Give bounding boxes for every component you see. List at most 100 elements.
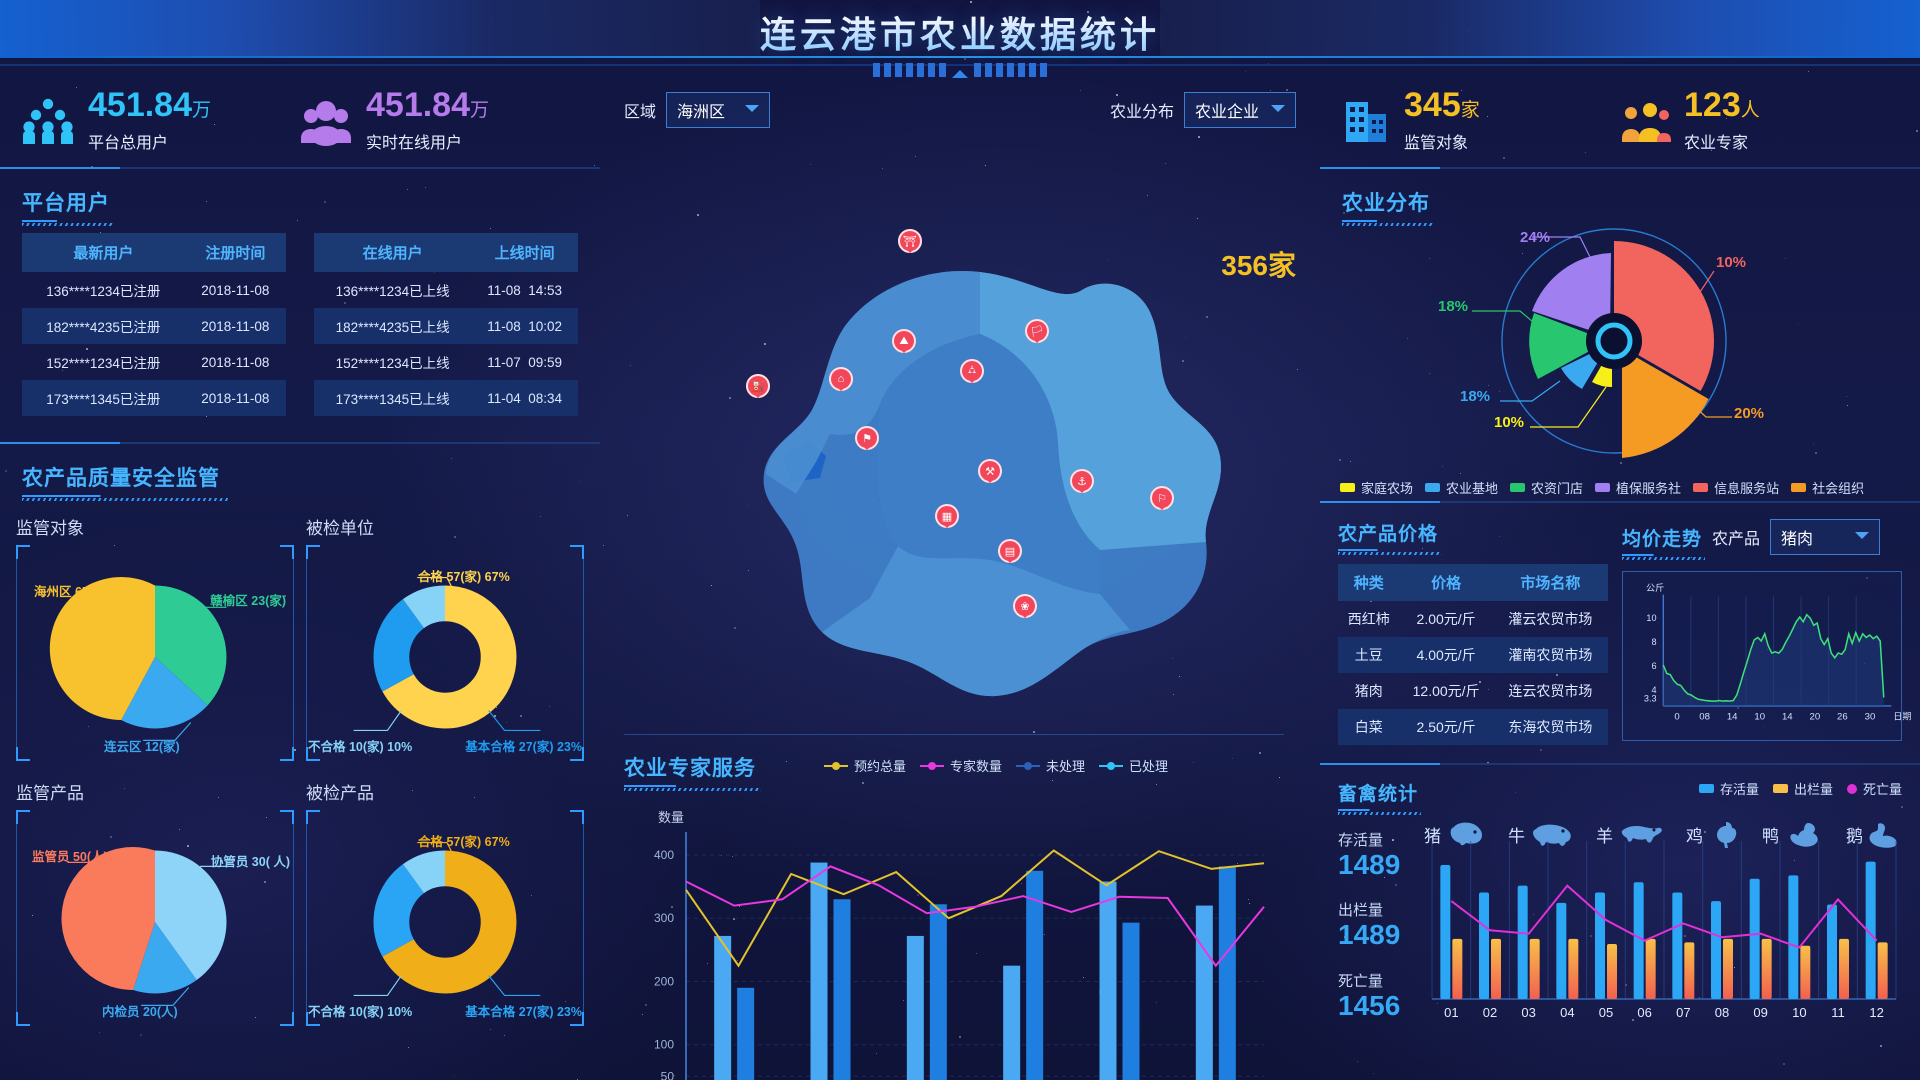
legend-item-alive[interactable]: 存活量: [1699, 779, 1759, 798]
donut-inspected-units[interactable]: 合格 57(家) 67% 不合格 10(家) 10% 基本合格 27(家) 23…: [306, 545, 584, 761]
legend-item-family-farm[interactable]: 家庭农场: [1340, 478, 1413, 497]
chart-cell-inspected-units: 被检单位 合格 57(家) 67%: [306, 514, 584, 761]
online-users-icon: [300, 98, 352, 144]
svg-text:08: 08: [1715, 1005, 1729, 1020]
legend-item-processed[interactable]: 已处理: [1099, 756, 1168, 775]
legend-item-slaughter[interactable]: 出栏量: [1773, 779, 1833, 798]
map-pin[interactable]: ▦: [935, 504, 959, 534]
expert-service-legend: 预约总量 专家数量 未处理 已处理: [824, 756, 1168, 775]
kpi-total-users-value: 451.84万: [88, 88, 211, 122]
chevron-down-icon: [745, 105, 759, 119]
map-pin[interactable]: ▤: [998, 539, 1022, 569]
table-row[interactable]: 猪肉 12.00元/斤 连云农贸市场: [1338, 673, 1608, 709]
legend-item-pending[interactable]: 未处理: [1016, 756, 1085, 775]
table-row[interactable]: 白菜 2.50元/斤 东海农贸市场: [1338, 709, 1608, 745]
legend-item-experts[interactable]: 专家数量: [920, 756, 1002, 775]
table-row[interactable]: 182****4235已上线 11-08 10:02: [314, 308, 578, 344]
legend-item-agri-store[interactable]: 农资门店: [1510, 478, 1583, 497]
kpi-total-users-label: 平台总用户: [88, 129, 211, 153]
legend-line-icon: [1016, 760, 1040, 772]
table-row[interactable]: 173****1345已注册 2018-11-08: [22, 380, 286, 416]
building-icon: [1342, 98, 1390, 144]
legend-line-icon: [920, 760, 944, 772]
table-row[interactable]: 136****1234已上线 11-08 14:53: [314, 272, 578, 308]
svg-text:06: 06: [1637, 1005, 1651, 1020]
table-row[interactable]: 182****4235已注册 2018-11-08: [22, 308, 286, 344]
cell-user: 136****1234已上线: [314, 272, 471, 308]
map-pin[interactable]: ⚑: [855, 426, 879, 456]
kpi-experts-value: 123人: [1684, 88, 1760, 122]
legend-item-death[interactable]: 死亡量: [1847, 779, 1902, 798]
new-users-table: 最新用户 注册时间 136****1234已注册 2018-11-08 182**…: [22, 233, 286, 416]
map-pin[interactable]: ⌂: [829, 367, 853, 397]
table-row[interactable]: 173****1345已上线 11-04 08:34: [314, 380, 578, 416]
chart-title-inspected-units: 被检单位: [306, 514, 584, 539]
trend-chart-svg: 3.34 6 8 10 公斤日期 0 08 14 10 14 20 26 30: [1623, 572, 1901, 742]
donut-inspected-products[interactable]: 合格 57(家) 67% 不合格 10(家) 10% 基本合格 27(家) 23…: [306, 810, 584, 1026]
svg-text:数量: 数量: [658, 810, 684, 825]
legend-item-plant-protection[interactable]: 植保服务社: [1595, 478, 1681, 497]
pie-label-internal: 内检员 20(人): [102, 1001, 178, 1020]
rose-chart-svg[interactable]: [1334, 209, 1894, 469]
pie-supervised-products[interactable]: 监管员 50(人) 协管员 30( 人) 内检员 20(人): [16, 810, 294, 1026]
pie-svg-supervised-products: [16, 810, 294, 1026]
legend-item-info-station[interactable]: 信息服务站: [1693, 478, 1779, 497]
cell-user: 182****4235已注册: [22, 308, 185, 344]
map-pin[interactable]: ⛽: [746, 374, 770, 404]
map-pin[interactable]: ⚐: [1150, 486, 1174, 516]
rose-label-agri-store: 18%: [1438, 298, 1468, 315]
page-title: 连云港市农业数据统计: [760, 6, 1160, 58]
map-pin[interactable]: ⛩: [898, 229, 922, 259]
header-decoration: [873, 62, 1047, 78]
table-row[interactable]: 152****1234已上线 11-07 09:59: [314, 344, 578, 380]
map-pin[interactable]: 🏳: [1025, 319, 1049, 349]
divider-top-left: [0, 167, 600, 169]
map-pin[interactable]: ❀: [1013, 594, 1037, 624]
map-container[interactable]: ⛩ ⛰ 🏳 ⌂ ⛼ ⛽ ⚑ ⚒ ⚓ ⚐ ▦ ▤ ❀: [630, 194, 1290, 734]
trend-product-select[interactable]: 猪肉: [1770, 519, 1880, 555]
stat-label-death: 死亡量: [1338, 970, 1422, 991]
cell-user: 152****1234已注册: [22, 344, 185, 380]
cell-time: 2018-11-08: [185, 308, 286, 344]
pie-supervised-objects[interactable]: 海州区 65(家) 赣榆区 23(家) 连云区 12(家): [16, 545, 294, 761]
svg-text:300: 300: [654, 911, 674, 925]
map-pin[interactable]: ⚒: [978, 459, 1002, 489]
legend-item-reservations[interactable]: 预约总量: [824, 756, 906, 775]
svg-text:12: 12: [1869, 1005, 1883, 1020]
expert-service-panel: 农业专家服务 预约总量 专家数量 未处理 已处理 050100200300400…: [624, 752, 1304, 1080]
table-row[interactable]: 152****1234已注册 2018-11-08: [22, 344, 286, 380]
legend-item-agri-base[interactable]: 农业基地: [1425, 478, 1498, 497]
donut-label-qualified: 合格 57(家) 67%: [418, 831, 510, 850]
rose-label-plant-protection: 24%: [1520, 229, 1550, 246]
map-pin[interactable]: ⛼: [960, 359, 984, 389]
region-select[interactable]: 海洲区: [666, 92, 770, 128]
map-pin[interactable]: ⚓: [1070, 469, 1094, 499]
cell-time: 11-08 10:02: [471, 308, 578, 344]
header: 连云港市农业数据统计: [0, 0, 1920, 74]
table-row[interactable]: 土豆 4.00元/斤 灌南农贸市场: [1338, 637, 1608, 673]
table-row[interactable]: 西红柿 2.00元/斤 灌云农贸市场: [1338, 601, 1608, 637]
divider-middle: [624, 734, 1284, 735]
distribution-select[interactable]: 农业企业: [1184, 92, 1296, 128]
trend-chart-box[interactable]: 3.3 4 6 8 10 公斤 日期 0 08 14 10 14 20 26 30: [1622, 571, 1902, 741]
col-kind: 种类: [1338, 564, 1399, 601]
section-title-trend: 均价走势: [1622, 524, 1702, 551]
platform-users-tables: 最新用户 注册时间 136****1234已注册 2018-11-08 182**…: [0, 217, 600, 416]
cell-user: 173****1345已注册: [22, 380, 185, 416]
left-column: 451.84万 平台总用户 451.84万 实时在线用户: [0, 74, 600, 1080]
svg-text:20: 20: [1810, 711, 1821, 722]
kpi-supervised-objects: 345家 监管对象: [1342, 88, 1620, 153]
svg-text:14: 14: [1727, 711, 1738, 722]
chart-title-inspected-products: 被检产品: [306, 779, 584, 804]
expert-service-chart-svg: 050100200300400数量类型种植养殖农业信息政策体现农民培训农检中心: [624, 816, 1304, 1080]
table-row[interactable]: 136****1234已注册 2018-11-08: [22, 272, 286, 308]
experts-icon: [1620, 98, 1670, 144]
kpi-experts: 123人 农业专家: [1620, 88, 1898, 153]
cell-time: 2018-11-08: [185, 272, 286, 308]
map-controls: 区域 海洲区 农业分布 农业企业: [600, 74, 1320, 128]
map-pin[interactable]: ⛰: [892, 329, 916, 359]
legend-item-social-org[interactable]: 社会组织: [1791, 478, 1864, 497]
svg-text:11: 11: [1831, 1005, 1845, 1020]
right-column: 345家 监管对象 123人 农业专家: [1320, 74, 1920, 1080]
kpi-online-users-value: 451.84万: [366, 88, 489, 122]
